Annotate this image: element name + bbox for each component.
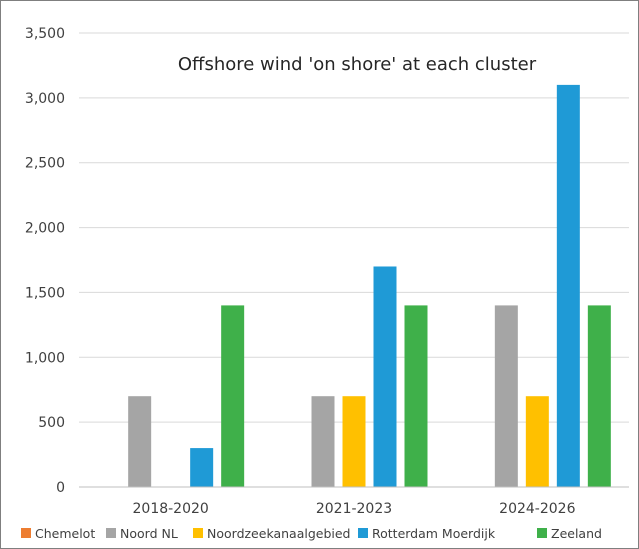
bar-zeeland	[404, 305, 428, 487]
y-tick-label: 1,000	[25, 350, 65, 366]
bar-noord-nl	[494, 305, 518, 487]
x-tick-label: 2021-2023	[316, 501, 392, 517]
bars	[128, 84, 611, 487]
y-tick-label: 2,000	[25, 221, 65, 237]
gridlines	[79, 32, 629, 423]
legend-swatch	[358, 528, 368, 538]
bar-rotterdam-moerdijk	[373, 266, 397, 487]
bar-zeeland	[221, 305, 245, 487]
bar-zeeland	[587, 305, 611, 487]
bar-noord-nl	[311, 396, 335, 487]
y-tick-label: 2,500	[25, 156, 65, 172]
y-tick-label: 0	[56, 480, 65, 496]
legend-label: Zeeland	[551, 526, 602, 541]
bar-noordzeekanaalgebied	[342, 396, 366, 487]
legend-label: Noordzeekanaalgebied	[207, 526, 351, 541]
x-tick-label: 2018-2020	[133, 501, 209, 517]
y-tick-label: 500	[38, 415, 65, 431]
bar-rotterdam-moerdijk	[190, 448, 214, 487]
y-tick-label: 3,000	[25, 91, 65, 107]
x-tick-label: 2024-2026	[499, 501, 575, 517]
bar-noordzeekanaalgebied	[525, 396, 549, 487]
y-axis-tick-labels: 0 500 1,000 1,500 2,000 2,500 3,000 3,500	[25, 26, 65, 496]
legend-swatch	[21, 528, 31, 538]
legend-label: Noord NL	[120, 526, 178, 541]
bar-noord-nl	[128, 396, 152, 487]
legend-label: Rotterdam Moerdijk	[372, 526, 496, 541]
legend-swatch	[193, 528, 203, 538]
legend-label: Chemelot	[35, 526, 95, 541]
y-tick-label: 1,500	[25, 285, 65, 301]
chart-title: Offshore wind 'on shore' at each cluster	[178, 54, 537, 75]
legend-swatch	[537, 528, 547, 538]
bar-rotterdam-moerdijk	[556, 84, 580, 487]
legend: Chemelot Noord NL Noordzeekanaalgebied Rott…	[21, 526, 602, 541]
x-axis-tick-labels: 2018-2020 2021-2023 2024-2026	[133, 501, 576, 517]
legend-swatch	[106, 528, 116, 538]
y-tick-label: 3,500	[25, 26, 65, 42]
